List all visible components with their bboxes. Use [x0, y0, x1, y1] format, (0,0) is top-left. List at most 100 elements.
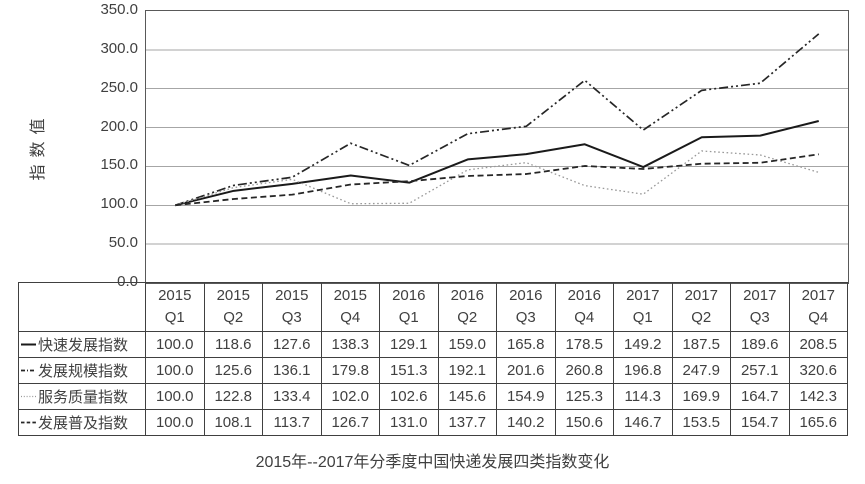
table-cell: 247.9 — [671, 357, 731, 384]
table-cell: 159.0 — [437, 331, 497, 358]
table-cell: 122.8 — [203, 383, 263, 410]
header-quarter: Q2 — [691, 309, 712, 326]
row-label-cell: 发展普及指数 — [18, 409, 146, 436]
table-cell: 102.0 — [320, 383, 380, 410]
header-year: 2017 — [626, 287, 660, 304]
table-cell: 100.0 — [145, 357, 205, 384]
table-cell: 150.6 — [554, 409, 614, 436]
series-line-solid — [175, 120, 819, 207]
header-year: 2017 — [743, 287, 777, 304]
table-cell: 136.1 — [262, 357, 322, 384]
table-cell: 187.5 — [671, 331, 731, 358]
y-axis-tick: 250.0 — [100, 78, 138, 96]
table-cell: 201.6 — [496, 357, 556, 384]
dashed-line-icon — [21, 421, 36, 424]
header-quarter: Q1 — [398, 309, 419, 326]
table-cell: 133.4 — [262, 383, 322, 410]
table-header-cell: 2015 Q4 — [320, 282, 380, 332]
solid-line-icon — [21, 343, 36, 346]
table-cell: 142.3 — [788, 383, 848, 410]
table-cell: 178.5 — [554, 331, 614, 358]
table-cell: 129.1 — [379, 331, 439, 358]
header-quarter: Q1 — [164, 309, 185, 326]
table-header-cell: 2017 Q1 — [613, 282, 673, 332]
table-row: 服务质量指数 100.0 122.8 133.4 102.0 102.6 145.6 154.… — [18, 383, 848, 410]
table-cell: 149.2 — [613, 331, 673, 358]
table-cell: 102.6 — [379, 383, 439, 410]
header-year: 2015 — [275, 287, 309, 304]
table-cell: 125.6 — [203, 357, 263, 384]
y-axis-tick: 350.0 — [100, 1, 138, 18]
table-cell: 145.6 — [437, 383, 497, 410]
data-table: 2015 Q1 2015 Q2 2015 Q3 2015 Q4 2016 Q1 2016 Q2 2016… — [18, 282, 848, 436]
table-cell: 165.6 — [788, 409, 848, 436]
row-label: 服务质量指数 — [38, 389, 129, 406]
header-year: 2015 — [216, 287, 250, 304]
header-year: 2016 — [392, 287, 426, 304]
table-header-cell: 2016 Q4 — [554, 282, 614, 332]
header-quarter: Q4 — [340, 309, 361, 326]
header-quarter: Q3 — [749, 309, 770, 326]
table-header-cell: 2017 Q4 — [788, 282, 848, 332]
header-quarter: Q1 — [632, 309, 653, 326]
row-label: 发展普及指数 — [38, 415, 129, 432]
header-year: 2015 — [333, 287, 367, 304]
table-cell: 320.6 — [788, 357, 848, 384]
series-line-dotted — [175, 150, 819, 206]
table-row: 快速发展指数 100.0 118.6 127.6 138.3 129.1 159.0 165.… — [18, 331, 848, 358]
table-header-row: 2015 Q1 2015 Q2 2015 Q3 2015 Q4 2016 Q1 2016 Q2 2016… — [18, 282, 848, 332]
table-header-cell: 2017 Q3 — [730, 282, 790, 332]
table-cell: 114.3 — [613, 383, 673, 410]
header-quarter: Q3 — [281, 309, 302, 326]
table-cell: 189.6 — [730, 331, 790, 358]
y-axis-tick: 150.0 — [100, 156, 138, 174]
table-header-cell: 2015 Q2 — [203, 282, 263, 332]
table-cell: 118.6 — [203, 331, 263, 358]
table-cell: 138.3 — [320, 331, 380, 358]
table-cell: 127.6 — [262, 331, 322, 358]
row-label: 发展规模指数 — [38, 363, 129, 380]
plot-area — [145, 10, 849, 284]
table-cell: 153.5 — [671, 409, 731, 436]
table-row: 发展规模指数 100.0 125.6 136.1 179.8 151.3 192.1 201.… — [18, 357, 848, 384]
table-header-cell: 2015 Q1 — [145, 282, 205, 332]
table-cell: 196.8 — [613, 357, 673, 384]
y-axis-tick: 50.0 — [108, 234, 138, 252]
header-quarter: Q3 — [515, 309, 536, 326]
table-cell: 164.7 — [730, 383, 790, 410]
y-axis-tick: 300.0 — [100, 39, 138, 57]
header-year: 2017 — [801, 287, 835, 304]
header-quarter: Q4 — [574, 309, 595, 326]
header-quarter: Q4 — [808, 309, 829, 326]
table-header-cell: 2016 Q2 — [437, 282, 497, 332]
y-axis-tick: 200.0 — [100, 117, 138, 135]
row-label: 快速发展指数 — [38, 337, 129, 354]
table-cell: 126.7 — [320, 409, 380, 436]
row-label-cell: 服务质量指数 — [18, 383, 146, 410]
series-line-dashdotdot — [174, 33, 820, 207]
dotted-line-icon — [21, 395, 36, 398]
table-cell: 108.1 — [203, 409, 263, 436]
table-cell: 151.3 — [379, 357, 439, 384]
header-year: 2017 — [684, 287, 718, 304]
table-cell: 154.7 — [730, 409, 790, 436]
table-cell: 192.1 — [437, 357, 497, 384]
table-cell: 146.7 — [613, 409, 673, 436]
header-year: 2016 — [567, 287, 601, 304]
header-year: 2016 — [509, 287, 543, 304]
table-cell: 165.8 — [496, 331, 556, 358]
table-cell: 131.0 — [379, 409, 439, 436]
header-quarter: Q2 — [223, 309, 244, 326]
table-corner-cell — [18, 282, 146, 332]
table-cell: 100.0 — [145, 331, 205, 358]
table-cell: 125.3 — [554, 383, 614, 410]
row-label-cell: 快速发展指数 — [18, 331, 146, 358]
table-cell: 179.8 — [320, 357, 380, 384]
table-cell: 137.7 — [437, 409, 497, 436]
line-chart — [146, 33, 848, 245]
row-label-cell: 发展规模指数 — [18, 357, 146, 384]
table-header-cell: 2016 Q3 — [496, 282, 556, 332]
table-cell: 154.9 — [496, 383, 556, 410]
header-year: 2015 — [158, 287, 192, 304]
